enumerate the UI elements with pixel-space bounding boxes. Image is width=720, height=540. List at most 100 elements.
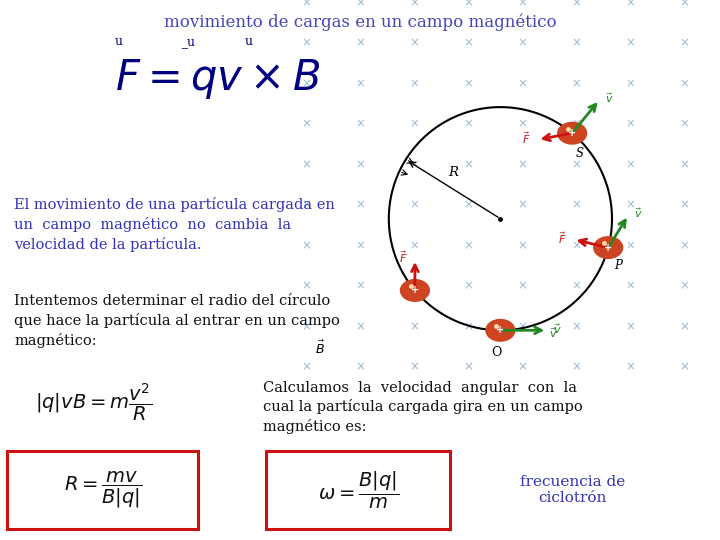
Text: ×: × — [355, 118, 365, 131]
Text: ×: × — [355, 199, 365, 212]
Text: ×: × — [571, 199, 581, 212]
Text: ×: × — [571, 37, 581, 50]
Text: ×: × — [463, 118, 473, 131]
Text: ×: × — [355, 37, 365, 50]
Circle shape — [594, 237, 623, 258]
Text: ×: × — [625, 0, 635, 9]
Text: ×: × — [409, 77, 419, 90]
Text: ×: × — [517, 199, 527, 212]
Text: ×: × — [625, 37, 635, 50]
Text: ×: × — [625, 320, 635, 333]
Text: u: u — [244, 35, 253, 48]
Text: $\vec{B}$: $\vec{B}$ — [315, 340, 325, 357]
Text: ×: × — [679, 361, 689, 374]
Text: movimiento de cargas en un campo magnético: movimiento de cargas en un campo magnéti… — [163, 14, 557, 31]
Text: ×: × — [409, 199, 419, 212]
Text: ×: × — [625, 158, 635, 171]
Text: ×: × — [517, 239, 527, 252]
Text: Intentemos determinar el radio del círculo
que hace la partícula al entrar en un: Intentemos determinar el radio del círcu… — [14, 294, 341, 348]
Text: P: P — [614, 259, 622, 273]
Text: ×: × — [355, 239, 365, 252]
Text: ×: × — [355, 361, 365, 374]
Text: ×: × — [625, 239, 635, 252]
Text: u: u — [114, 35, 123, 48]
Circle shape — [486, 320, 515, 341]
Text: ×: × — [517, 37, 527, 50]
Text: ×: × — [301, 239, 311, 252]
Text: ×: × — [301, 158, 311, 171]
FancyBboxPatch shape — [266, 451, 450, 529]
Text: +: + — [411, 286, 419, 295]
Text: ×: × — [679, 37, 689, 50]
Text: ×: × — [625, 118, 635, 131]
Text: ×: × — [679, 320, 689, 333]
Text: ×: × — [679, 239, 689, 252]
Text: +: + — [496, 325, 505, 335]
Text: ×: × — [355, 0, 365, 9]
Text: ×: × — [301, 0, 311, 9]
Text: $\omega = \dfrac{B|q|}{m}$: $\omega = \dfrac{B|q|}{m}$ — [318, 470, 399, 511]
Text: ×: × — [463, 361, 473, 374]
Circle shape — [400, 280, 429, 301]
Text: ×: × — [409, 37, 419, 50]
Text: $\vec{F}$: $\vec{F}$ — [558, 230, 567, 246]
Text: ×: × — [463, 37, 473, 50]
Text: ×: × — [301, 77, 311, 90]
Text: ×: × — [679, 158, 689, 171]
Text: ×: × — [463, 239, 473, 252]
Text: ×: × — [301, 118, 311, 131]
Text: ×: × — [571, 158, 581, 171]
Text: $\vec{v}$: $\vec{v}$ — [553, 322, 562, 335]
Text: ×: × — [625, 77, 635, 90]
Text: ×: × — [301, 280, 311, 293]
Text: $\vec{F}$: $\vec{F}$ — [522, 130, 531, 146]
Text: ×: × — [463, 280, 473, 293]
Text: ×: × — [355, 158, 365, 171]
Text: ×: × — [517, 0, 527, 9]
Text: ×: × — [409, 239, 419, 252]
Text: ×: × — [625, 280, 635, 293]
Text: ×: × — [679, 199, 689, 212]
Text: ×: × — [463, 0, 473, 9]
Text: $\vec{F}$: $\vec{F}$ — [399, 249, 408, 265]
Text: ×: × — [571, 361, 581, 374]
Text: ×: × — [517, 118, 527, 131]
Circle shape — [558, 123, 587, 144]
Text: ×: × — [517, 280, 527, 293]
Text: ×: × — [625, 361, 635, 374]
Text: ×: × — [571, 320, 581, 333]
Text: ×: × — [571, 0, 581, 9]
Text: ×: × — [409, 320, 419, 333]
Text: ×: × — [409, 361, 419, 374]
Text: ×: × — [625, 199, 635, 212]
Text: $\vec{v}$: $\vec{v}$ — [634, 207, 643, 220]
Text: ×: × — [679, 77, 689, 90]
Text: ×: × — [355, 280, 365, 293]
Text: ̲u: ̲u — [186, 35, 195, 48]
Text: ×: × — [517, 320, 527, 333]
Text: ×: × — [463, 320, 473, 333]
Text: ×: × — [517, 361, 527, 374]
Text: ×: × — [463, 158, 473, 171]
Text: frecuencia de
ciclotrón: frecuencia de ciclotrón — [520, 475, 625, 505]
Text: ×: × — [301, 37, 311, 50]
Text: ×: × — [679, 118, 689, 131]
Text: $F = qv \times B$: $F = qv \times B$ — [115, 57, 320, 100]
Text: ×: × — [517, 77, 527, 90]
Text: R: R — [449, 166, 459, 179]
Text: ×: × — [355, 320, 365, 333]
Text: ×: × — [571, 77, 581, 90]
Text: S: S — [576, 147, 584, 160]
Text: Calculamos  la  velocidad  angular  con  la
cual la partícula cargada gira en un: Calculamos la velocidad angular con la c… — [263, 381, 582, 434]
Text: El movimiento de una partícula cargada en
un  campo  magnético  no  cambia  la
v: El movimiento de una partícula cargada e… — [14, 197, 336, 252]
Text: ×: × — [409, 280, 419, 293]
Text: $|q|vB = m\dfrac{v^2}{R}$: $|q|vB = m\dfrac{v^2}{R}$ — [35, 381, 152, 423]
Text: ×: × — [517, 158, 527, 171]
Text: $\vec{v}$: $\vec{v}$ — [549, 326, 558, 340]
Text: ×: × — [463, 199, 473, 212]
Text: ×: × — [679, 0, 689, 9]
Text: +: + — [604, 242, 612, 253]
Text: $R = \dfrac{mv}{B|q|}$: $R = \dfrac{mv}{B|q|}$ — [64, 470, 142, 510]
Text: ×: × — [355, 77, 365, 90]
FancyBboxPatch shape — [7, 451, 198, 529]
